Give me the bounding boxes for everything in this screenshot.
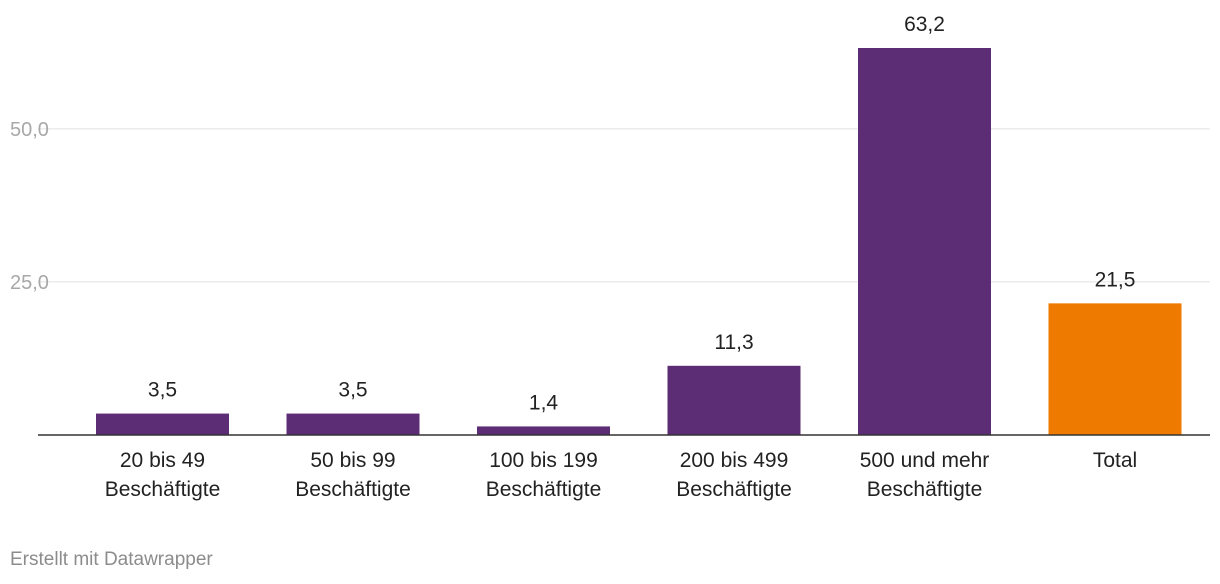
x-tick-label: Total (1093, 449, 1137, 472)
data-label: 3,5 (338, 379, 367, 402)
y-tick-label: 25,0 (10, 272, 49, 294)
x-tick-label: Beschäftigte (676, 478, 792, 501)
bar (96, 413, 229, 435)
bar (477, 426, 610, 435)
bar-chart: 25,0 50,0 3,5 20 bis 49 Beschäftigte 3,5 50 bi… (10, 13, 1210, 501)
data-label: 3,5 (148, 379, 177, 402)
x-tick-label: 100 bis 199 (489, 449, 598, 472)
data-label: 63,2 (904, 13, 945, 36)
x-tick-label: 200 bis 499 (680, 449, 789, 472)
datawrapper-credit[interactable]: Erstellt mit Datawrapper (10, 549, 213, 570)
x-tick-label: 20 bis 49 (120, 449, 205, 472)
bar (286, 413, 420, 435)
x-tick-label: Beschäftigte (295, 478, 411, 501)
bar (1048, 303, 1182, 435)
x-tick-label: Beschäftigte (486, 478, 602, 501)
x-tick-label: Beschäftigte (867, 478, 983, 501)
bar (858, 48, 991, 435)
data-label: 1,4 (529, 391, 559, 414)
data-label: 21,5 (1095, 268, 1136, 291)
bar (667, 365, 801, 435)
x-tick-label: 500 und mehr (860, 449, 990, 472)
y-tick-label: 50,0 (10, 119, 49, 141)
x-tick-label: Beschäftigte (105, 478, 221, 501)
x-tick-label: 50 bis 99 (310, 449, 395, 472)
data-label: 11,3 (714, 331, 753, 354)
